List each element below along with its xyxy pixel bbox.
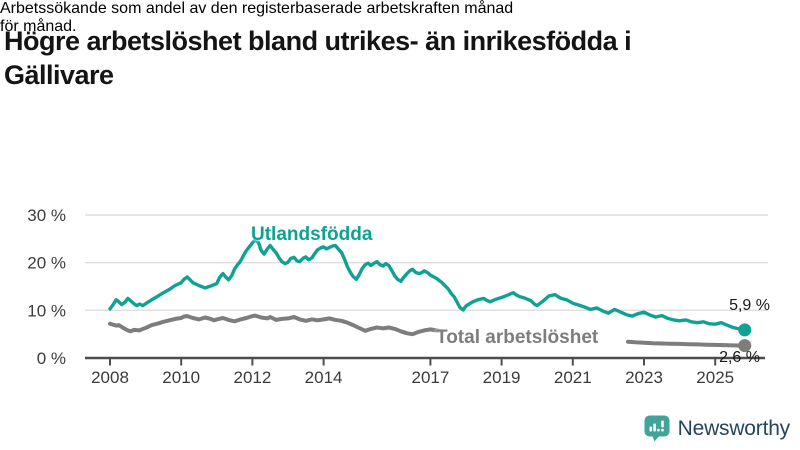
end-value-label-utlandsfodda: 5,9 %	[729, 297, 770, 314]
x-axis-tick-label: 2008	[91, 368, 129, 387]
line-total-arbetsloshet	[626, 339, 747, 348]
x-axis-tick-label: 2010	[162, 368, 200, 387]
end-dot-utlandsfodda	[738, 323, 752, 337]
page-title-line1: Högre arbetslöshet bland utrikes- än inr…	[4, 26, 632, 57]
x-axis-tick-label: 2017	[411, 368, 449, 387]
x-axis-tick-label: 2014	[305, 368, 343, 387]
y-axis-tick-label: 0 %	[37, 349, 66, 368]
newsworthy-chart-bubble-icon	[644, 415, 670, 442]
series-label-total-arbetsloshet: Total arbetslöshet	[436, 327, 599, 348]
x-axis-tick-label: 2025	[696, 368, 734, 387]
x-axis-tick-label: 2023	[625, 368, 663, 387]
y-axis-tick-label: 10 %	[27, 301, 66, 320]
page-title: Högre arbetslöshet bland utrikes- än inr…	[4, 24, 798, 92]
newsworthy-wordmark: Newsworthy	[677, 416, 791, 440]
line-total-arbetsloshet	[108, 313, 445, 337]
end-value-label-total: 2,6 %	[719, 349, 760, 366]
x-axis-tick-label: 2021	[554, 368, 592, 387]
page-title-line2: Gällivare	[4, 60, 114, 91]
y-axis-tick-label: 30 %	[27, 206, 66, 225]
line-utlandsfodda	[108, 238, 747, 332]
end-dot-total-arbetsloshet	[738, 339, 752, 353]
series-label-utlandsfodda: Utlandsfödda	[251, 224, 373, 245]
x-axis-tick-label: 2019	[483, 368, 521, 387]
chart-subtitle-line1: Arbetssökande som andel av den registerb…	[0, 0, 514, 17]
y-axis-tick-label: 20 %	[27, 254, 66, 273]
newsworthy-logo: Newsworthy	[644, 415, 790, 442]
x-axis-tick-label: 2012	[233, 368, 271, 387]
chart-subtitle-line2: för månad.	[0, 18, 77, 35]
